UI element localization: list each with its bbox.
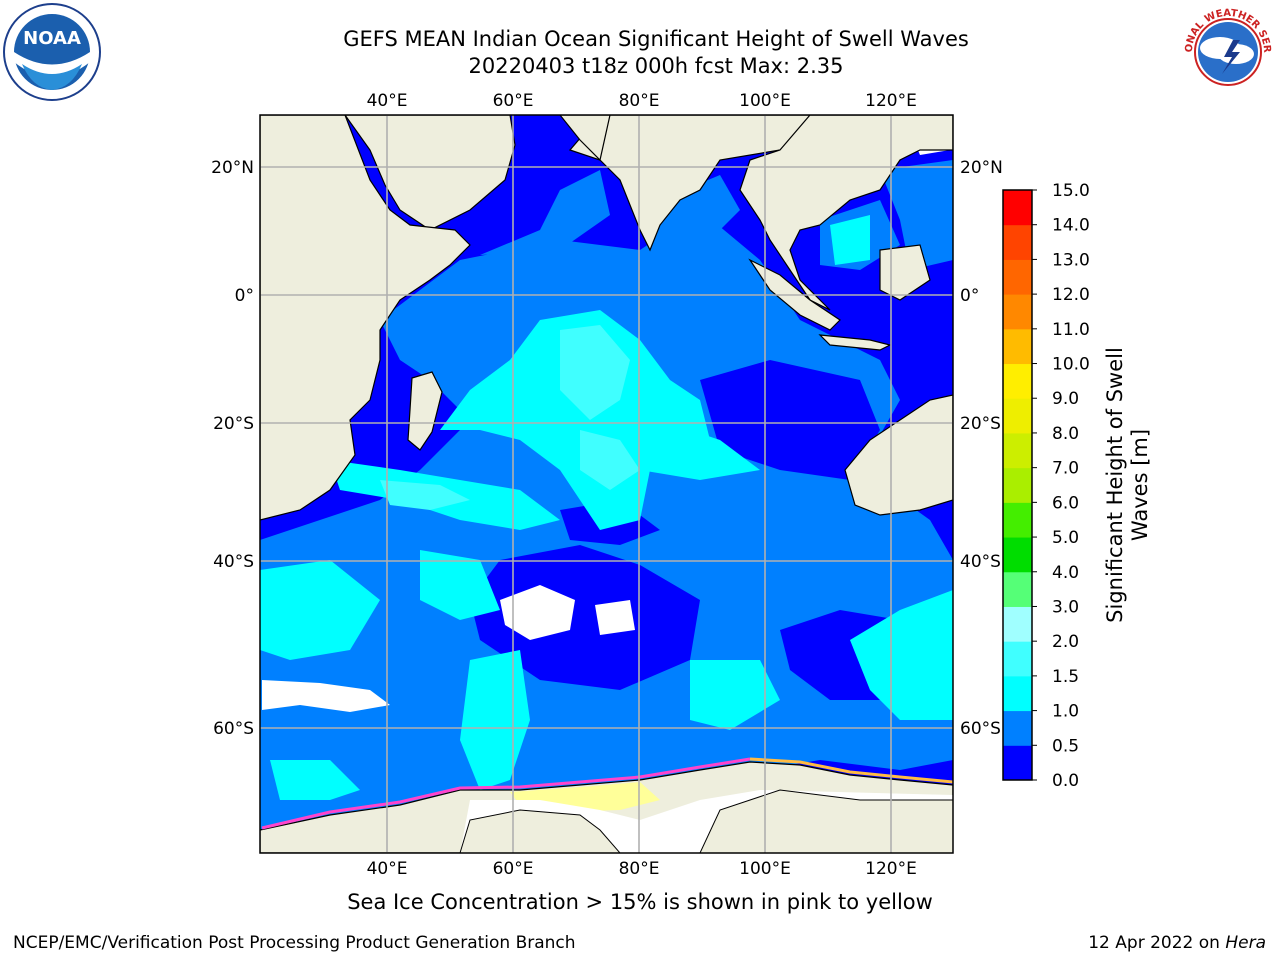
colorbar-frame (1002, 189, 1033, 781)
colorbar-tick-label: 12.0 (1052, 285, 1090, 305)
lon-label-top: 80°E (619, 91, 660, 111)
swell-zone-high (270, 760, 360, 800)
colorbar-swatch (1003, 745, 1032, 781)
sea-ice-edge (261, 757, 751, 830)
swell-zone-peak (380, 480, 470, 510)
swell-zone-low (700, 360, 880, 480)
colorbar-tick-label: 6.0 (1052, 493, 1079, 513)
noaa-logo: NOAA (3, 3, 101, 101)
colorbar-tick-label: 0.0 (1052, 771, 1079, 791)
colorbar-tick-label: 1.0 (1052, 702, 1079, 722)
lat-label-right: 40°S (960, 552, 1001, 572)
swell-zone-high (260, 560, 380, 660)
lon-label-bottom: 100°E (739, 859, 791, 879)
lat-label-right: 20°N (960, 158, 1003, 178)
lon-label-bottom: 40°E (367, 859, 408, 879)
colorbar-tick-label: 7.0 (1052, 459, 1079, 479)
svg-text:NOAA: NOAA (23, 28, 81, 49)
lat-label-left: 40°S (213, 552, 254, 572)
colorbar-swatch (1003, 190, 1032, 226)
colorbar-tick-label: 5.0 (1052, 528, 1079, 548)
colorbar-tick-label: 4.0 (1052, 563, 1079, 583)
sea-ice-edge (749, 757, 953, 784)
lat-label-right: 60°S (960, 719, 1001, 739)
colorbar-swatch (1003, 224, 1032, 260)
colorbar: 0.0 0.5 1.0 1.5 2.0 3.0 4.0 5.0 6.0 7.0 8.0 9.0 10.0… (1002, 181, 1090, 791)
colorbar-swatch (1003, 363, 1032, 399)
sea-ice-caption: Sea Ice Concentration > 15% is shown in … (347, 890, 933, 914)
lat-label-left: 20°S (213, 414, 254, 434)
lat-label-left: 0° (235, 286, 254, 306)
lon-label-bottom: 80°E (619, 859, 660, 879)
colorbar-swatch (1003, 641, 1032, 677)
colorbar-swatch (1003, 432, 1032, 469)
nws-logo: NATIONAL WEATHER SERVICE (1178, 2, 1276, 100)
swell-zone-peak (580, 430, 640, 490)
swell-zone-high (850, 590, 953, 720)
swell-zone-high (420, 550, 500, 620)
colorbar-tick-label: 3.0 (1052, 597, 1079, 617)
swell-zone-high (690, 660, 780, 730)
colorbar-tick-label: 14.0 (1052, 216, 1090, 236)
swell-zone-low (470, 545, 700, 690)
lon-label-top: 60°E (493, 91, 534, 111)
lon-label-bottom: 120°E (865, 859, 917, 879)
swell-zone-high (440, 310, 710, 530)
lat-label-left: 60°S (213, 719, 254, 739)
colorbar-swatch (1003, 571, 1032, 607)
colorbar-swatch (1003, 710, 1032, 746)
colorbar-swatch (1003, 328, 1032, 365)
swell-zone-mid (650, 175, 740, 250)
lat-label-right: 20°S (960, 414, 1001, 434)
swell-zone-mid (480, 170, 610, 255)
colorbar-swatch (1003, 502, 1032, 538)
colorbar-swatch (1003, 675, 1032, 712)
footer-date: 12 Apr 2022 on Hera (1088, 933, 1266, 953)
colorbar-tick-label: 1.5 (1052, 667, 1079, 687)
lon-label-top: 100°E (739, 91, 791, 111)
colorbar-swatch (1003, 606, 1032, 642)
chart-subtitle: 20220403 t18z 000h fcst Max: 2.35 (468, 54, 844, 78)
colorbar-tick-label: 9.0 (1052, 389, 1079, 409)
swell-zone-peak (560, 325, 630, 420)
colorbar-tick-label: 10.0 (1052, 355, 1090, 375)
colorbar-swatch (1003, 294, 1032, 330)
nodata-patch (262, 680, 390, 712)
colorbar-tick-label: 11.0 (1052, 320, 1090, 340)
colorbar-tick-label: 0.5 (1052, 736, 1079, 756)
map-frame (259, 114, 954, 854)
nodata-patch (500, 585, 575, 640)
lon-label-top: 120°E (865, 91, 917, 111)
colorbar-swatch (1003, 537, 1032, 573)
footer-branch: NCEP/EMC/Verification Post Processing Pr… (13, 933, 576, 953)
chart-title: GEFS MEAN Indian Ocean Significant Heigh… (343, 27, 969, 51)
colorbar-title: Significant Height of Swell Waves [m] (1103, 347, 1152, 623)
nodata-patch (595, 600, 635, 635)
swell-zone-high (600, 420, 760, 480)
colorbar-tick-label: 15.0 (1052, 181, 1090, 201)
gridlines (260, 115, 953, 853)
lat-label-left: 20°N (211, 158, 254, 178)
antarctic-land (699, 789, 953, 853)
lon-label-bottom: 60°E (493, 859, 534, 879)
colorbar-tick-label: 8.0 (1052, 424, 1079, 444)
antarctic-land (459, 809, 621, 853)
colorbar-swatch (1003, 259, 1032, 295)
swell-zone-mid (880, 160, 953, 270)
colorbar-tick-label: 13.0 (1052, 250, 1090, 270)
colorbar-tick-label: 2.0 (1052, 632, 1079, 652)
lon-label-top: 40°E (367, 91, 408, 111)
colorbar-swatch (1003, 398, 1032, 434)
colorbar-swatch (1003, 467, 1032, 503)
swell-zone-high (830, 215, 870, 265)
lat-label-right: 0° (960, 286, 979, 306)
